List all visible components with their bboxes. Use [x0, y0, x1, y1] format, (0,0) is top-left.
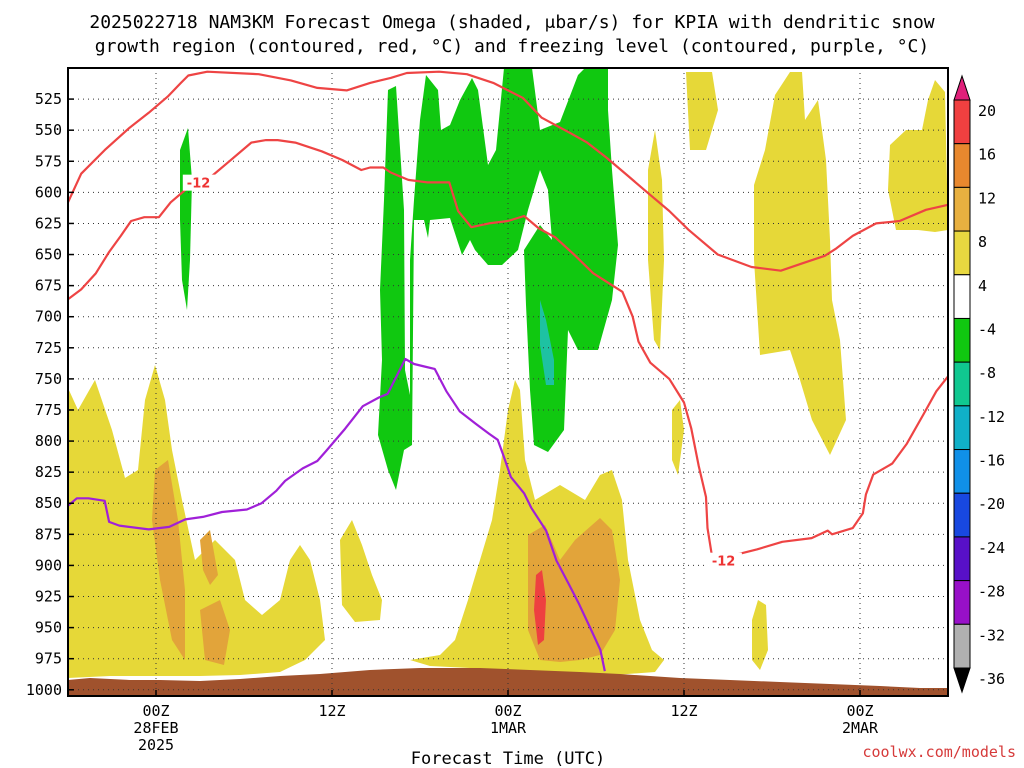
- chart-title-line2: growth region (contoured, red, °C) and f…: [95, 36, 929, 57]
- omega-positive-region: [752, 600, 768, 670]
- y-tick-label: 875: [35, 525, 62, 543]
- y-tick-label: 775: [35, 401, 62, 419]
- omega-positive-region: [672, 400, 684, 475]
- omega-positive-region: [340, 520, 382, 622]
- x-tick-label: 12Z: [318, 702, 345, 720]
- contour-labels: -12 -12: [182, 174, 742, 570]
- y-tick-label: 850: [35, 494, 62, 512]
- contour-label: -12: [187, 177, 211, 192]
- colorbar-segment: [953, 405, 971, 451]
- colorbar-segment: [953, 143, 971, 188]
- colorbar: 20 16 12 8 4 -4 -8 -12 -16 -20 -24 -28 -32 -36: [953, 74, 1005, 694]
- y-axis: 525 550 575 600 625 650 675 700 725 750 775 800 825 8…: [26, 90, 74, 699]
- y-tick-label: 1000: [26, 681, 62, 699]
- colorbar-segment: [953, 274, 971, 319]
- y-tick-label: 525: [35, 90, 62, 108]
- x-tick-label: 00Z: [846, 702, 873, 720]
- omega-shading: [68, 68, 948, 696]
- contour-label-bg: [182, 174, 217, 191]
- colorbar-label: -20: [978, 495, 1005, 513]
- colorbar-segment: [953, 361, 971, 407]
- plot-area: -12 -12: [67, 67, 949, 697]
- colorbar-segment: [953, 492, 971, 538]
- credit-text: coolwx.com/models: [862, 743, 1016, 761]
- omega-positive-region-max: [534, 570, 546, 645]
- colorbar-segment: [953, 230, 971, 276]
- omega-positive-region: [68, 365, 325, 678]
- y-tick-label: 625: [35, 214, 62, 232]
- colorbar-label: 20: [978, 102, 996, 120]
- omega-negative-region-strong: [540, 300, 554, 385]
- y-tick-label: 550: [35, 121, 62, 139]
- y-tick-label: 750: [35, 370, 62, 388]
- colorbar-label: 16: [978, 146, 996, 164]
- colorbar-label: 4: [978, 277, 987, 295]
- contour-label-bg: [707, 552, 742, 569]
- y-tick-label: 800: [35, 432, 62, 450]
- colorbar-label: 12: [978, 189, 996, 207]
- x-tick-label: 00Z: [494, 702, 521, 720]
- omega-negative-region: [180, 128, 192, 310]
- y-tick-label: 700: [35, 308, 62, 326]
- omega-positive-region: [686, 72, 718, 150]
- omega-positive-region: [888, 80, 948, 232]
- colorbar-segment: [953, 580, 971, 625]
- y-tick-label: 575: [35, 152, 62, 170]
- colorbar-segment: [953, 449, 971, 494]
- omega-positive-region-strong: [200, 530, 218, 585]
- contour-series-2: [67, 357, 606, 672]
- y-tick-label: 650: [35, 246, 62, 264]
- grid-lines: [68, 68, 948, 696]
- colorbar-segment: [953, 317, 971, 363]
- omega-positive-region: [648, 130, 664, 350]
- y-tick-label: 675: [35, 277, 62, 295]
- x-tick-label: 12Z: [670, 702, 697, 720]
- colorbar-cap-bottom: [953, 667, 971, 694]
- y-tick-label: 975: [35, 650, 62, 668]
- colorbar-label: -4: [978, 321, 996, 339]
- y-tick-label: 725: [35, 339, 62, 357]
- contour-label: -12: [712, 555, 736, 570]
- x-tick-label: 00Z: [142, 702, 169, 720]
- x-tick-label: 2025: [138, 736, 174, 754]
- colorbar-segment: [953, 99, 971, 145]
- y-tick-label: 825: [35, 463, 62, 481]
- colorbar-label: -16: [978, 452, 1005, 470]
- chart-title-line1: 2025022718 NAM3KM Forecast Omega (shaded…: [89, 12, 934, 33]
- colorbar-label: -24: [978, 539, 1005, 557]
- x-axis-label: Forecast Time (UTC): [411, 749, 605, 768]
- colorbar-label: -8: [978, 364, 996, 382]
- contour-series-0: [67, 70, 949, 272]
- colorbar-label: -12: [978, 408, 1005, 426]
- terrain-ground: [68, 668, 948, 696]
- colorbar-label: 8: [978, 233, 987, 251]
- colorbar-cap-top: [953, 74, 971, 101]
- omega-positive-region-strong: [200, 600, 230, 665]
- colorbar-label: -28: [978, 583, 1005, 601]
- colorbar-label: -32: [978, 626, 1005, 644]
- x-tick-label: 28FEB: [133, 719, 178, 737]
- omega-positive-region-strong: [152, 460, 185, 660]
- y-tick-label: 900: [35, 556, 62, 574]
- colorbar-segment: [953, 623, 971, 669]
- omega-negative-region: [378, 68, 618, 490]
- x-tick-label: 2MAR: [842, 719, 879, 737]
- y-tick-label: 950: [35, 619, 62, 637]
- colorbar-segment: [953, 536, 971, 582]
- omega-positive-region-strong: [528, 518, 620, 662]
- colorbar-segment: [953, 186, 971, 232]
- y-tick-label: 600: [35, 183, 62, 201]
- y-tick-label: 925: [35, 588, 62, 606]
- x-tick-label: 1MAR: [490, 719, 527, 737]
- colorbar-label: -36: [978, 670, 1005, 688]
